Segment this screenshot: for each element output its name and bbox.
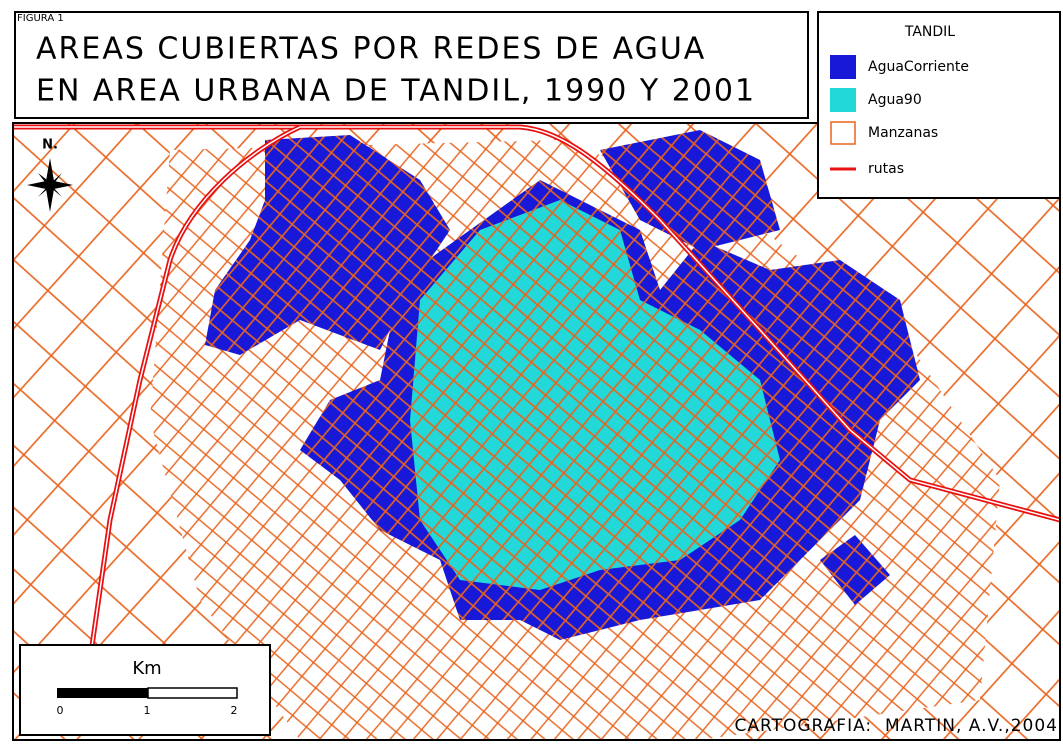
legend-title: TANDIL [904,24,955,40]
scale-label: 2 [231,704,238,717]
scale-unit: Km [132,658,161,679]
legend-swatch [830,55,856,79]
title-line: AREAS CUBIERTAS POR REDES DE AGUA [36,32,706,67]
credit: CARTOGRAFIA: MARTIN, A.V.,2004 [735,716,1058,736]
map-figure: FIGURA 1 AREAS CUBIERTAS POR REDES DE AG… [0,0,1063,744]
legend-swatch [830,88,856,112]
scale-segment [148,688,237,698]
scale-label: 0 [57,704,64,717]
scale-segment [57,688,148,698]
legend-label: rutas [868,161,904,177]
legend-label: Manzanas [868,125,938,141]
north-label: N. [42,138,58,153]
legend-swatch [831,122,855,144]
title-line: EN AREA URBANA DE TANDIL, 1990 Y 2001 [36,74,756,109]
legend-label: Agua90 [868,92,922,108]
figure-label: FIGURA 1 [17,13,64,24]
legend-label: AguaCorriente [868,59,969,75]
scale-label: 1 [144,704,151,717]
